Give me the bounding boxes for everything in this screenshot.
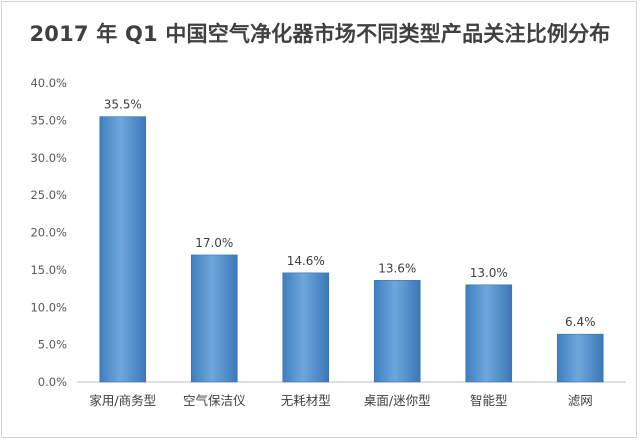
- bar: [190, 254, 238, 383]
- y-tick-label: 20.0%: [30, 226, 67, 240]
- chart-title: 2017 年 Q1 中国空气净化器市场不同类型产品关注比例分布: [29, 22, 611, 46]
- data-label: 35.5%: [104, 98, 142, 112]
- y-tick-label: 25.0%: [30, 188, 67, 202]
- data-label: 14.6%: [287, 254, 325, 268]
- y-tick-label: 10.0%: [30, 300, 67, 314]
- y-tick-label: 5.0%: [38, 338, 67, 352]
- data-label: 6.4%: [565, 315, 596, 329]
- x-tick-label: 滤网: [568, 393, 593, 408]
- data-label: 13.6%: [378, 261, 416, 275]
- y-tick-label: 35.0%: [30, 113, 67, 127]
- bar: [282, 272, 330, 383]
- x-tick-label: 家用/商务型: [89, 393, 156, 408]
- y-tick-label: 30.0%: [30, 151, 67, 165]
- data-label: 17.0%: [195, 236, 233, 250]
- y-tick-label: 40.0%: [30, 76, 67, 90]
- x-tick-label: 无耗材型: [281, 393, 331, 408]
- y-tick-label: 0.0%: [38, 375, 67, 389]
- bar: [373, 280, 421, 383]
- x-tick-label: 空气保洁仪: [183, 393, 246, 408]
- x-tick-label: 智能型: [470, 393, 508, 408]
- data-label: 13.0%: [470, 266, 508, 280]
- bar: [465, 284, 513, 383]
- bar: [99, 116, 147, 383]
- y-tick-label: 15.0%: [30, 263, 67, 277]
- x-tick-label: 桌面/迷你型: [364, 393, 431, 408]
- bar: [556, 333, 604, 383]
